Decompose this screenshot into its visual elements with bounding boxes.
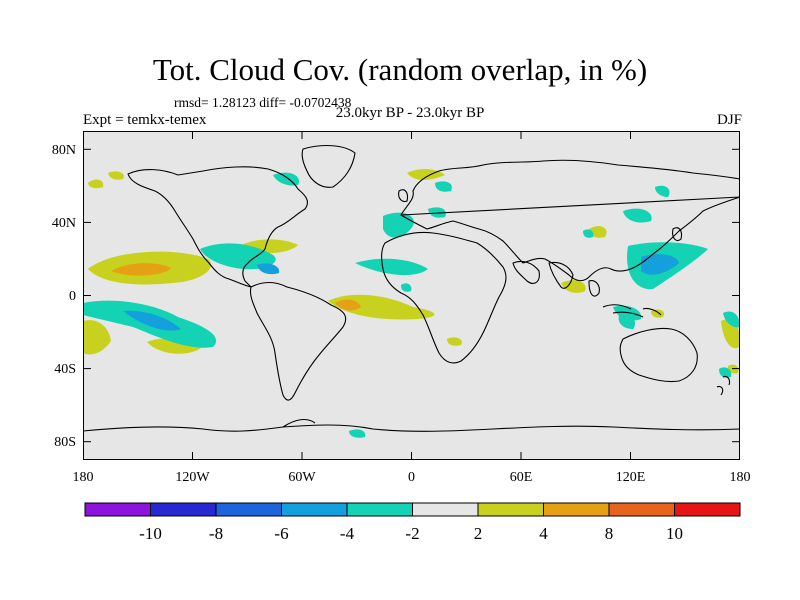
colorbar-label: -10 [139, 524, 162, 543]
x-tick-label: 180 [730, 470, 751, 485]
colorbar-swatch [150, 502, 217, 517]
x-tick-label: 0 [408, 470, 415, 485]
colorbar-label: 8 [605, 524, 614, 543]
coastlines [83, 144, 740, 432]
x-tick-label: 180 [73, 470, 94, 485]
map-panel [83, 131, 740, 460]
y-tick-label: 40S [54, 362, 76, 377]
axis-ticks [83, 131, 740, 460]
negative-anomaly-regions [83, 172, 740, 438]
colorbar-swatch [346, 502, 413, 517]
y-tick-label: 80S [54, 435, 76, 450]
plot-title: Tot. Cloud Cov. (random overlap, in %) [152, 52, 648, 87]
map-background [83, 131, 740, 460]
map-svg [83, 131, 740, 460]
colorbar-label: -4 [340, 524, 355, 543]
colorbar-swatch [412, 502, 479, 517]
colorbar-label: -2 [405, 524, 419, 543]
colorbar-label: 2 [474, 524, 483, 543]
colorbar-swatch [543, 502, 610, 517]
colorbar-swatch [477, 502, 544, 517]
season-label: DJF [716, 112, 742, 128]
stats-line: rmsd= 1.28123 diff= -0.0702438 [174, 95, 352, 110]
colorbar-label: -8 [209, 524, 223, 543]
colorbar-label: 4 [539, 524, 548, 543]
colorbar-label: 10 [666, 524, 683, 543]
colorbar-swatch [215, 502, 282, 517]
colorbar-swatch [84, 502, 151, 517]
positive-anomaly-regions [83, 168, 740, 374]
period-line: 23.0kyr BP - 23.0kyr BP [335, 105, 485, 121]
colorbar-swatch [281, 502, 348, 517]
colorbar-label: -6 [274, 524, 288, 543]
x-tick-label: 120W [175, 470, 210, 485]
colorbar-swatch [674, 502, 741, 517]
x-tick-label: 60W [288, 470, 316, 485]
x-tick-label: 60E [510, 470, 533, 485]
y-tick-label: 0 [69, 289, 76, 304]
colorbar-swatch [608, 502, 675, 517]
x-tick-label: 120E [616, 470, 646, 485]
y-tick-label: 80N [52, 143, 76, 158]
y-tick-label: 40N [52, 216, 76, 231]
experiment-label: Expt = temkx-temex [83, 112, 207, 128]
